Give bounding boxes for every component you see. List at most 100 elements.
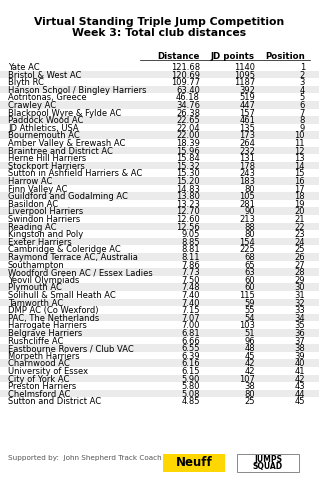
Text: Tamworth AC: Tamworth AC <box>8 299 63 308</box>
Text: 7.07: 7.07 <box>182 314 200 323</box>
Text: Southampton: Southampton <box>8 261 65 270</box>
Text: 7.00: 7.00 <box>182 322 200 330</box>
Text: 105: 105 <box>239 192 255 201</box>
Text: Liverpool Harriers: Liverpool Harriers <box>8 207 83 216</box>
Text: Paddock Wood AC: Paddock Wood AC <box>8 116 83 125</box>
Text: Stockport Harriers: Stockport Harriers <box>8 162 85 171</box>
Text: 90: 90 <box>244 207 255 216</box>
Text: 80: 80 <box>244 185 255 193</box>
Text: Blackpool Wyre & Fylde AC: Blackpool Wyre & Fylde AC <box>8 108 121 118</box>
Bar <box>0 223 319 230</box>
Text: Kingston and Poly: Kingston and Poly <box>8 230 83 239</box>
Text: 16: 16 <box>294 177 305 186</box>
Text: 39: 39 <box>294 352 305 361</box>
Text: 178: 178 <box>239 162 255 171</box>
Text: 1140: 1140 <box>234 63 255 72</box>
Text: 103: 103 <box>239 322 255 330</box>
Text: City of York AC: City of York AC <box>8 374 69 384</box>
Bar <box>0 374 319 382</box>
Text: 447: 447 <box>239 101 255 110</box>
Bar <box>0 146 319 154</box>
Text: Preston Harriers: Preston Harriers <box>8 382 76 391</box>
Text: 88: 88 <box>244 223 255 232</box>
Text: 8.11: 8.11 <box>182 253 200 262</box>
Text: Plymouth AC: Plymouth AC <box>8 283 62 292</box>
Text: 7.15: 7.15 <box>182 306 200 315</box>
Text: 24: 24 <box>294 238 305 247</box>
Text: 55: 55 <box>244 306 255 315</box>
Text: 6.81: 6.81 <box>182 329 200 338</box>
Text: 15.30: 15.30 <box>176 169 200 179</box>
Text: 13.23: 13.23 <box>176 200 200 209</box>
Bar <box>0 192 319 200</box>
Text: 21: 21 <box>294 215 305 224</box>
Text: 68: 68 <box>244 253 255 262</box>
Text: PAC, The Netherlands: PAC, The Netherlands <box>8 314 99 323</box>
Text: 8.81: 8.81 <box>182 245 200 254</box>
Text: 2: 2 <box>300 71 305 80</box>
Text: 22.65: 22.65 <box>176 116 200 125</box>
Text: 42: 42 <box>294 374 305 384</box>
Text: 43: 43 <box>294 382 305 391</box>
Text: 4: 4 <box>300 86 305 95</box>
Text: 7.48: 7.48 <box>182 283 200 292</box>
Text: 7.73: 7.73 <box>181 268 200 277</box>
Text: DMP AC (Co Wexford): DMP AC (Co Wexford) <box>8 306 99 315</box>
Text: 48: 48 <box>244 344 255 353</box>
Text: 34: 34 <box>294 314 305 323</box>
Text: 26: 26 <box>294 253 305 262</box>
Text: JUMPS: JUMPS <box>254 456 282 465</box>
Bar <box>0 71 319 78</box>
Text: 96: 96 <box>244 336 255 346</box>
Bar <box>0 344 319 352</box>
Text: Rushcliffe AC: Rushcliffe AC <box>8 336 63 346</box>
Text: SQUAD: SQUAD <box>253 462 283 471</box>
Text: 13: 13 <box>294 154 305 163</box>
Text: 12.56: 12.56 <box>176 223 200 232</box>
Text: 14: 14 <box>294 162 305 171</box>
Text: 51: 51 <box>244 329 255 338</box>
Text: 42: 42 <box>244 367 255 376</box>
Text: 25: 25 <box>294 245 305 254</box>
Text: 232: 232 <box>239 146 255 156</box>
Text: 32: 32 <box>294 299 305 308</box>
Text: 15.32: 15.32 <box>176 162 200 171</box>
Text: 22: 22 <box>294 223 305 232</box>
Text: Distance: Distance <box>158 52 200 61</box>
Text: Woodford Green AC / Essex Ladies: Woodford Green AC / Essex Ladies <box>8 268 153 277</box>
Text: 63: 63 <box>244 268 255 277</box>
Text: 20: 20 <box>294 207 305 216</box>
Text: Morpeth Harriers: Morpeth Harriers <box>8 352 80 361</box>
Text: Reading AC: Reading AC <box>8 223 56 232</box>
Text: 80: 80 <box>244 390 255 399</box>
Bar <box>0 177 319 185</box>
Text: Week 3: Total club distances: Week 3: Total club distances <box>72 28 247 38</box>
Bar <box>0 390 319 397</box>
Text: 54: 54 <box>244 314 255 323</box>
Text: 12.60: 12.60 <box>176 215 200 224</box>
Text: 12.70: 12.70 <box>176 207 200 216</box>
Text: Harrow AC: Harrow AC <box>8 177 52 186</box>
Bar <box>0 283 319 291</box>
Text: 80: 80 <box>244 230 255 239</box>
Text: 45: 45 <box>244 352 255 361</box>
Text: 7.50: 7.50 <box>182 276 200 285</box>
Text: Solihull & Small Heath AC: Solihull & Small Heath AC <box>8 291 116 300</box>
Text: 120.69: 120.69 <box>171 71 200 80</box>
Text: 38: 38 <box>294 344 305 353</box>
Text: 135: 135 <box>239 124 255 133</box>
Text: 5.80: 5.80 <box>182 382 200 391</box>
Text: 28: 28 <box>294 268 305 277</box>
Bar <box>0 268 319 276</box>
Text: 11: 11 <box>294 139 305 148</box>
Text: 519: 519 <box>239 94 255 102</box>
Text: Braintree and District AC: Braintree and District AC <box>8 146 113 156</box>
Text: 15.84: 15.84 <box>176 154 200 163</box>
Text: Supported by:  John Shepherd Track Coach: Supported by: John Shepherd Track Coach <box>8 455 162 461</box>
Text: 42: 42 <box>244 360 255 369</box>
Text: 33: 33 <box>294 306 305 315</box>
Text: 1095: 1095 <box>234 71 255 80</box>
Text: 6.16: 6.16 <box>182 360 200 369</box>
Text: Charnwood AC: Charnwood AC <box>8 360 70 369</box>
Text: 10: 10 <box>294 132 305 140</box>
